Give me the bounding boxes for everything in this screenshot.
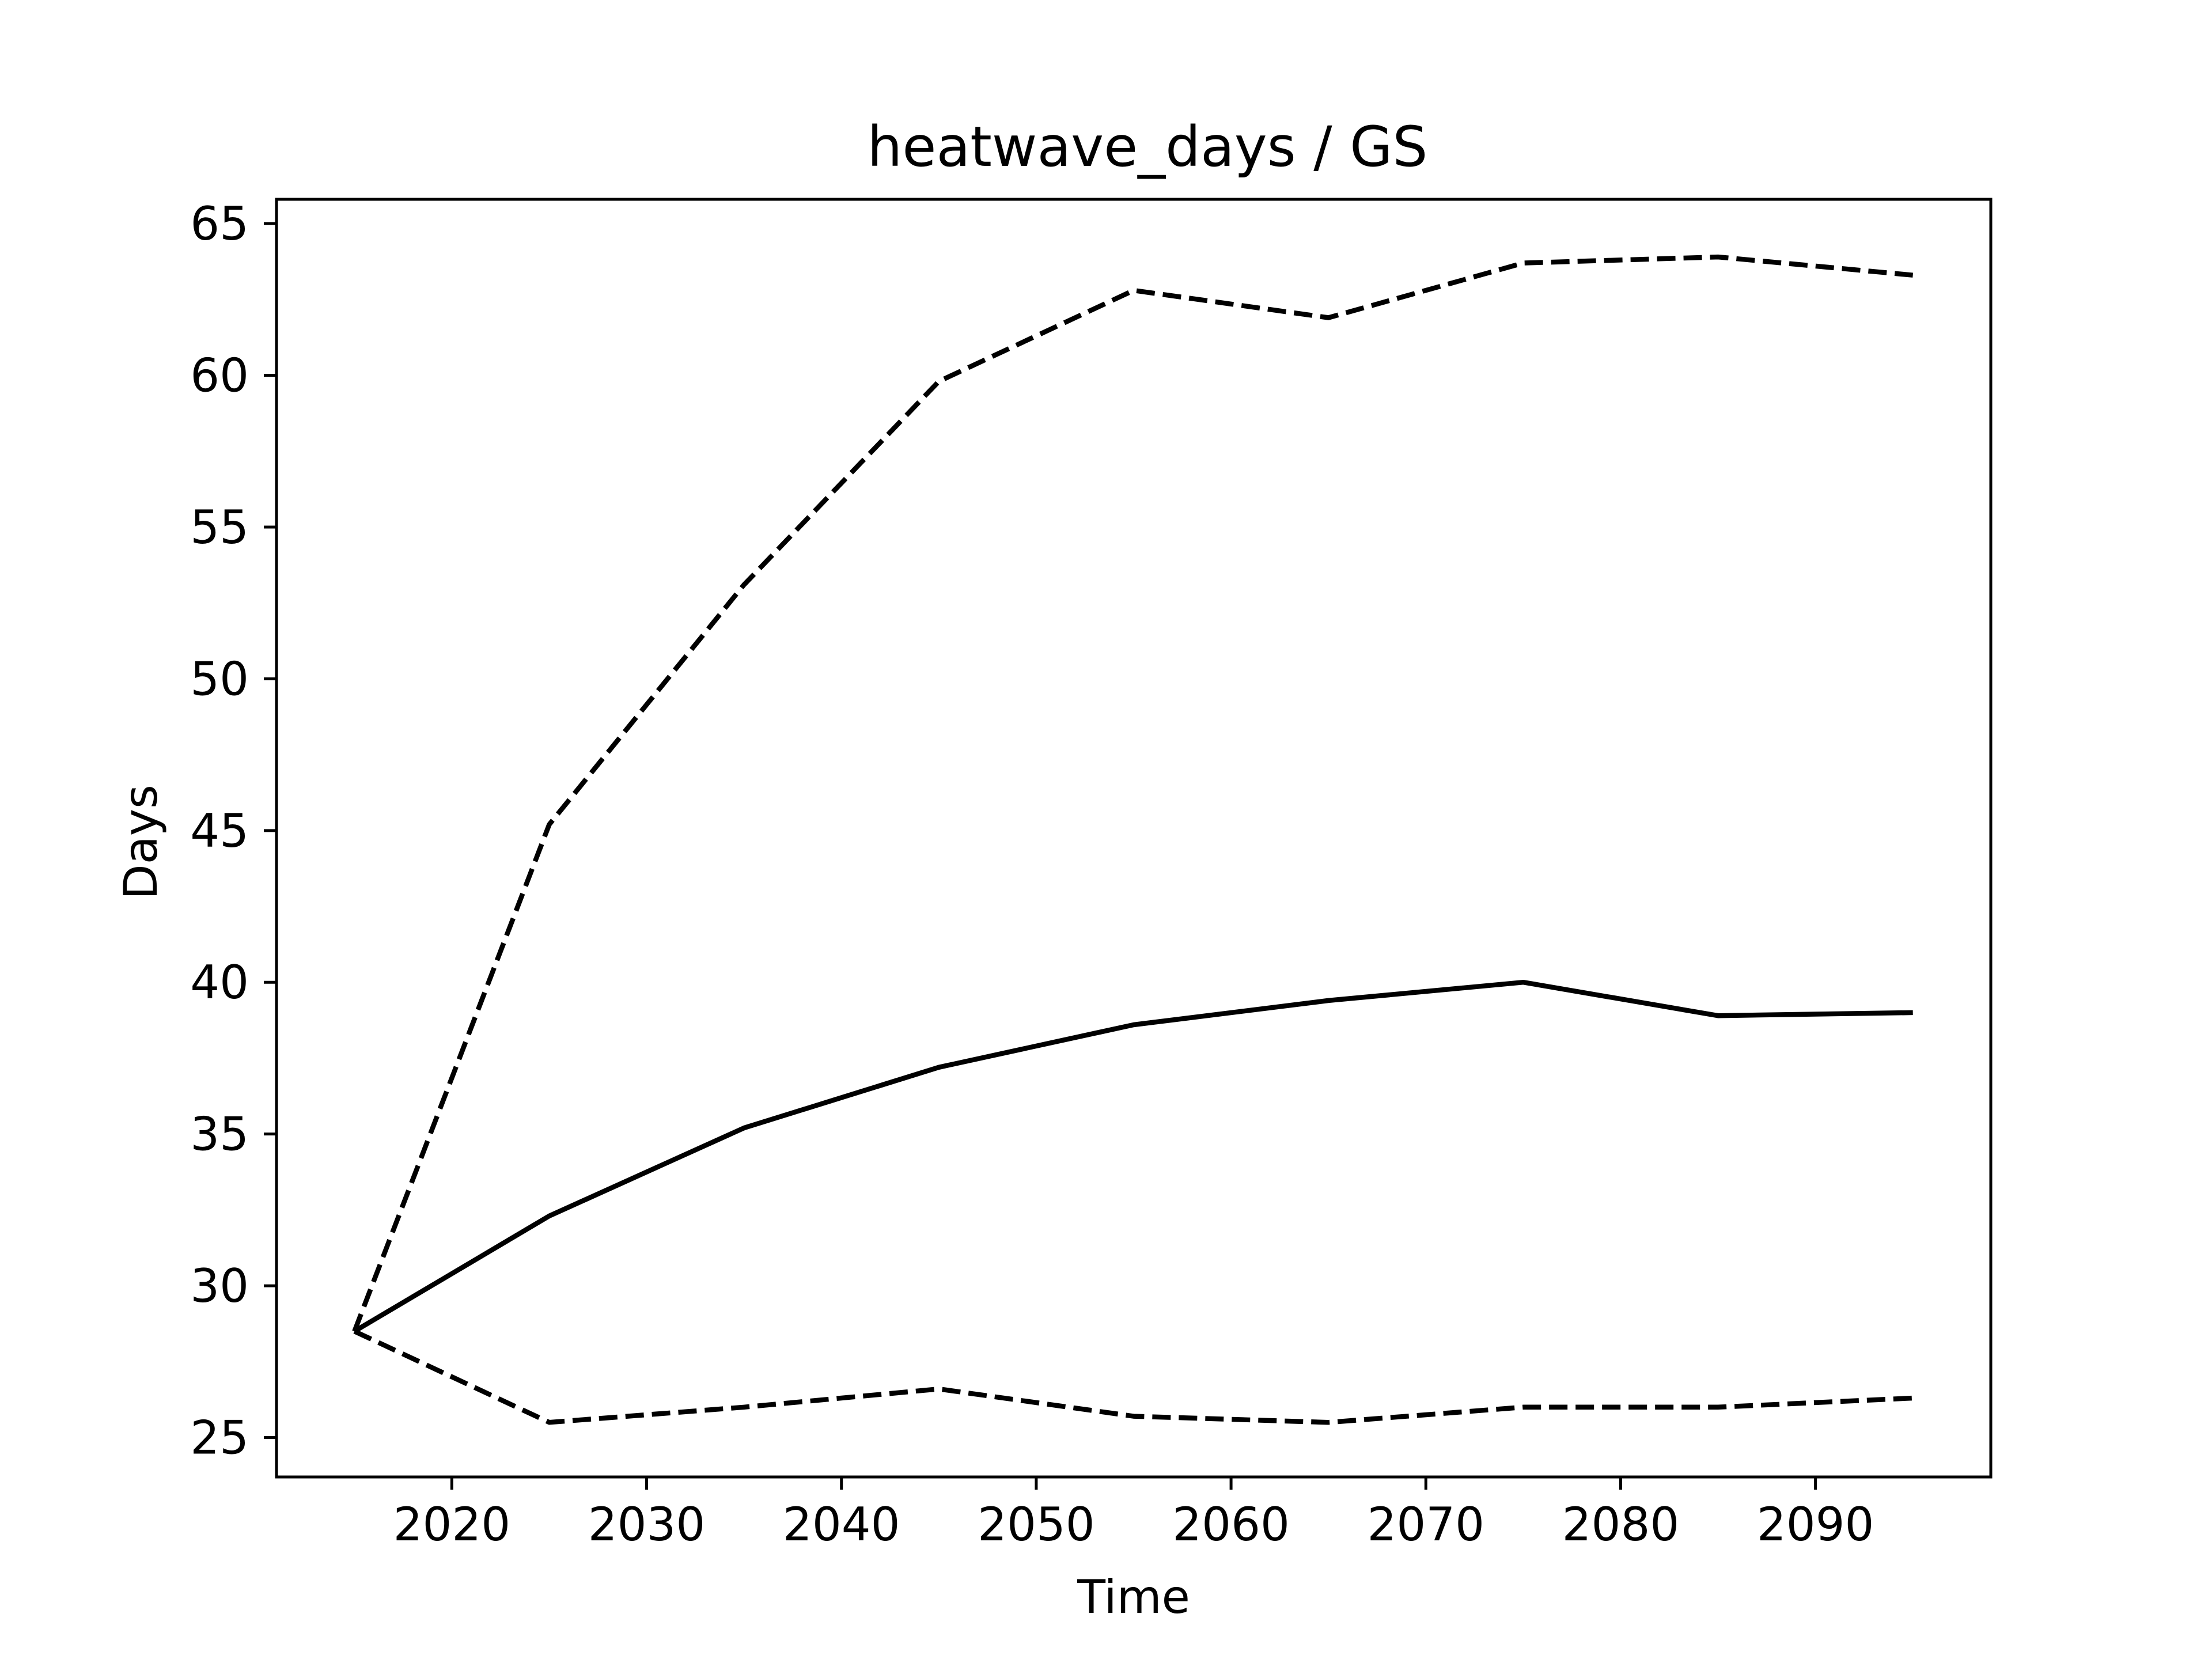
y-tick-label: 65 — [190, 197, 249, 251]
x-tick-label: 2090 — [1757, 1498, 1874, 1551]
x-tick-label: 2020 — [393, 1498, 511, 1551]
x-tick-label: 2070 — [1367, 1498, 1484, 1551]
series-line-lower-dashed — [353, 1329, 1913, 1425]
x-tick-label: 2060 — [1172, 1498, 1290, 1551]
y-tick-label: 35 — [190, 1108, 249, 1161]
y-tick-label: 30 — [190, 1259, 249, 1313]
x-axis-label: Time — [1077, 1570, 1190, 1624]
y-tick-label: 60 — [190, 349, 249, 403]
y-tick-label: 50 — [190, 652, 249, 706]
x-tick-label: 2050 — [978, 1498, 1095, 1551]
chart-title: heatwave_days / GS — [868, 115, 1428, 179]
y-tick-label: 25 — [190, 1411, 249, 1465]
x-tick-label: 2030 — [588, 1498, 706, 1551]
y-tick-label: 55 — [190, 501, 249, 554]
y-tick-label: 45 — [190, 804, 249, 858]
x-tick-label: 2040 — [783, 1498, 900, 1551]
series-line-upper-dashed — [352, 254, 1914, 1332]
y-tick-label: 40 — [190, 956, 249, 1009]
y-axis-label: Days — [114, 785, 168, 900]
plot-area: 2020 2030 2040 2050 2060 2070 2080 2090 25 30 35 40… — [190, 197, 1914, 1551]
axes-frame — [275, 198, 1993, 1479]
series-line-solid — [353, 979, 1913, 1334]
x-tick-label: 2080 — [1562, 1498, 1680, 1551]
